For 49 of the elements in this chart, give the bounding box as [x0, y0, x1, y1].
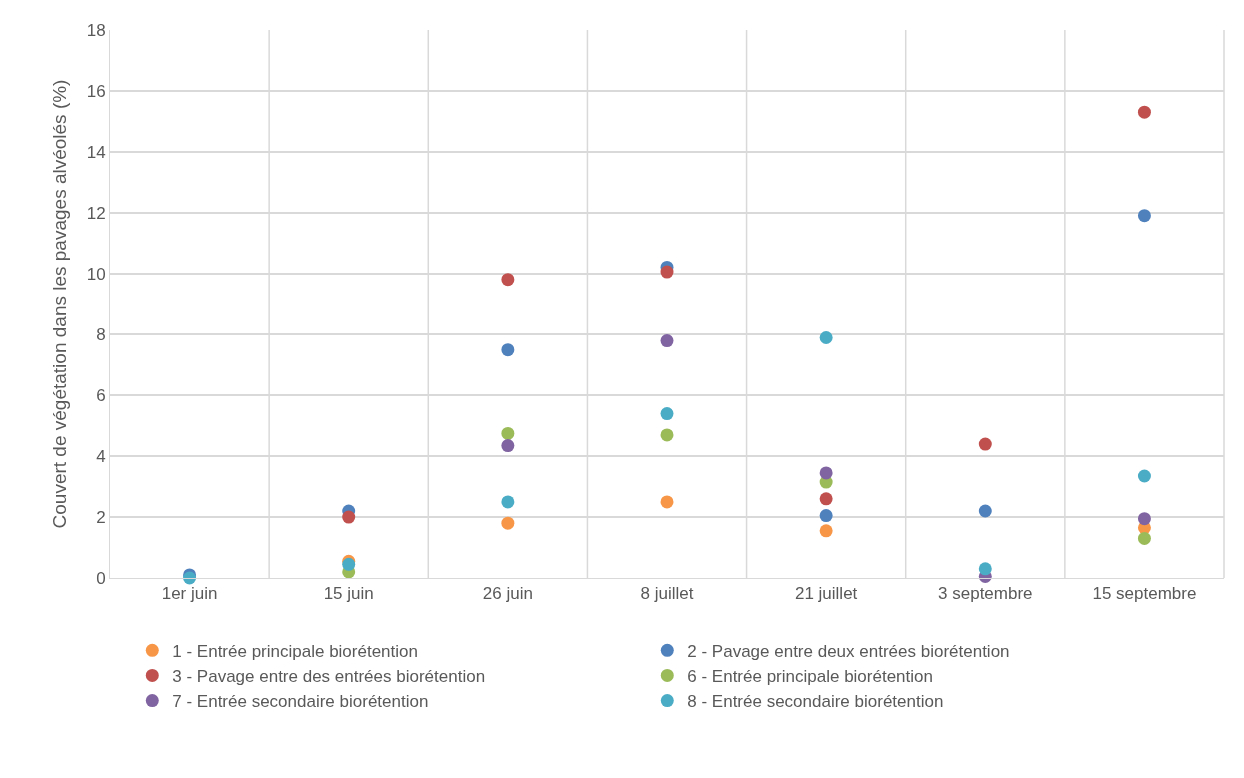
y-tick-label: 6: [96, 386, 106, 406]
y-tick-label: 10: [86, 264, 106, 284]
legend-label: 2 - Pavage entre deux entrées biorétention: [687, 641, 1010, 661]
point: [819, 524, 833, 538]
y-tick-label: 14: [86, 142, 106, 162]
point: [1137, 512, 1151, 526]
point: [660, 407, 674, 421]
x-tick-label: 15 juin: [323, 584, 374, 604]
point: [819, 492, 833, 506]
point: [978, 437, 992, 451]
point: [1137, 469, 1151, 483]
point: [1137, 531, 1151, 545]
x-tick-label: 21 juillet: [794, 584, 858, 604]
x-tick-label: 8 juillet: [640, 584, 694, 604]
legend-label: 8 - Entrée secondaire biorétention: [687, 692, 944, 712]
point: [342, 510, 356, 524]
y-tick-label: 12: [86, 203, 106, 223]
point: [660, 265, 674, 279]
point: [501, 439, 515, 453]
x-tick-label: 15 septembre: [1092, 584, 1197, 604]
point: [660, 334, 674, 348]
legend-label: 3 - Pavage entre des entrées biorétention: [172, 667, 486, 687]
point: [501, 343, 515, 357]
point: [501, 273, 515, 287]
point: [819, 466, 833, 480]
y-axis-title: Couvert de végétation dans les pavages alvéolés (%): [48, 79, 70, 529]
legend-label: 7 - Entrée secondaire biorétention: [172, 692, 429, 712]
point: [819, 330, 833, 344]
y-tick-label: 8: [96, 325, 106, 345]
y-tick-label: 18: [86, 20, 106, 40]
legend-label: 1 - Entrée principale biorétention: [172, 641, 418, 661]
point: [978, 562, 992, 576]
point: [660, 428, 674, 442]
y-tick-label: 16: [86, 81, 106, 101]
y-tick-label: 0: [96, 568, 106, 588]
x-tick-label: 26 juin: [482, 584, 533, 604]
point: [978, 504, 992, 518]
y-tick-label: 4: [96, 447, 106, 467]
point: [501, 516, 515, 530]
point: [660, 495, 674, 509]
point: [1137, 209, 1151, 223]
point: [501, 426, 515, 440]
x-tick-label: 3 septembre: [938, 584, 1033, 604]
legend-label: 6 - Entrée principale biorétention: [687, 667, 933, 687]
y-tick-label: 2: [96, 508, 106, 528]
x-tick-label: 1er juin: [161, 584, 218, 604]
point: [1137, 105, 1151, 119]
point: [501, 495, 515, 509]
point: [819, 509, 833, 523]
